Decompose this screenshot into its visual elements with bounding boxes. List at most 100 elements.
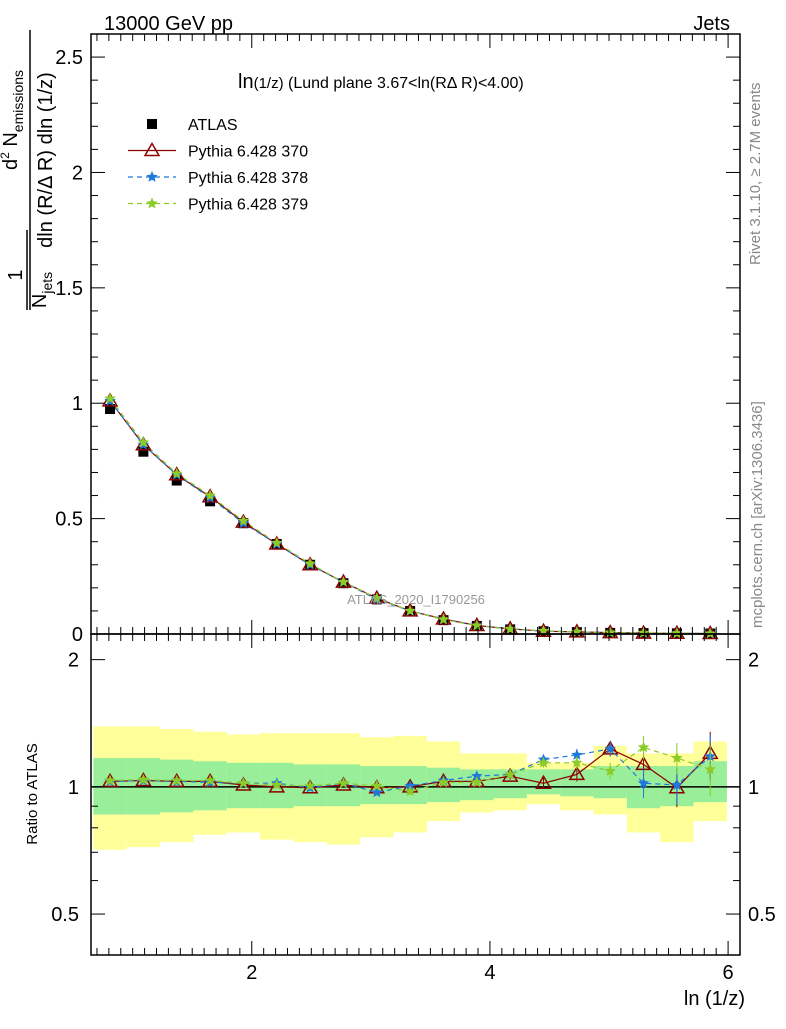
- atlas-point: [105, 404, 116, 414]
- series-point-main: [235, 513, 252, 528]
- ratio-y-tick-label-right: 2: [748, 650, 759, 672]
- series-point-ratio: [171, 774, 183, 786]
- ratio-y-tick-label-right: 0.5: [748, 904, 776, 926]
- series-point-ratio: [535, 774, 552, 789]
- series-point-main: [504, 623, 516, 634]
- plot-title-main: ln: [238, 71, 254, 93]
- series-point-main: [137, 436, 150, 448]
- series-point-ratio: [337, 777, 350, 789]
- series-point-ratio: [304, 779, 316, 791]
- main-y-tick-label: 0.5: [55, 509, 83, 531]
- plot-title-sub: (1/z): [254, 75, 284, 92]
- plot-title: ln(1/z) (Lund plane 3.67<ln(RΔ R)<4.00): [238, 71, 524, 93]
- series-point-ratio: [371, 786, 383, 798]
- series-point-ratio: [571, 748, 583, 760]
- legend-marker: [143, 142, 161, 157]
- series-point-ratio: [268, 778, 286, 793]
- ylabel-emissions: emissions: [10, 70, 26, 132]
- ratio-y-tick-label-right: 1: [748, 777, 759, 799]
- series-point-main: [304, 557, 316, 569]
- series-point-main: [104, 392, 116, 404]
- legend-label: Pythia 6.428 378: [188, 170, 308, 187]
- ratio-series-layer: [91, 731, 740, 808]
- x-tick-label: 4: [484, 962, 495, 984]
- series-point-ratio: [504, 768, 516, 780]
- side-label-rivet: Rivet 3.1.10, ≥ 2.7M events: [747, 83, 764, 266]
- series-point-main: [204, 489, 216, 501]
- series-point-ratio: [537, 756, 550, 768]
- series-point-main: [337, 576, 350, 587]
- ylabel-sq: 2: [0, 152, 12, 159]
- ylabel-frac2-den: dln (R/Δ R) dln (1/z): [35, 72, 57, 248]
- header-left: 13000 GeV pp: [104, 13, 233, 35]
- ylabel-frac2-num: d2 Nemissions: [0, 70, 26, 170]
- series-point-main: [271, 536, 283, 548]
- series-point-main: [704, 627, 716, 639]
- series-point-ratio: [604, 742, 616, 754]
- series-point-ratio: [437, 776, 450, 788]
- series-point-ratio: [137, 773, 150, 785]
- axes-layer: [90, 33, 741, 956]
- ylabel-d: d: [0, 159, 22, 170]
- series-point-main: [201, 488, 219, 503]
- series-point-ratio: [235, 776, 252, 791]
- series-point-ratio: [671, 752, 683, 763]
- legend-label: Pythia 6.428 379: [188, 197, 308, 214]
- series-point-main: [237, 514, 250, 526]
- series-point-ratio: [237, 777, 250, 789]
- series-point-ratio: [637, 741, 650, 753]
- series-point-ratio: [568, 765, 586, 781]
- plot-title-rest: (Lund plane 3.67<ln(RΔ R)<4.00): [284, 75, 524, 92]
- series-point-ratio: [404, 785, 416, 797]
- series-point-main: [537, 625, 550, 636]
- series-point-main: [371, 592, 383, 604]
- series-point-ratio: [271, 779, 283, 790]
- legend: ATLAS Pythia 6.428 370 Pythia 6.428 378 Pyt…: [128, 117, 308, 214]
- y-axis-label-ratio: Ratio to ATLAS: [24, 743, 41, 844]
- series-point-main: [471, 619, 483, 631]
- series-point-ratio: [471, 770, 483, 781]
- series-point-main: [637, 626, 650, 638]
- atlas-point: [171, 475, 182, 486]
- legend-label: Pythia 6.428 370: [188, 144, 308, 161]
- series-point-ratio: [404, 779, 416, 791]
- series-point-ratio: [104, 774, 116, 786]
- legend-marker: [146, 171, 158, 182]
- legend-marker: [147, 119, 157, 129]
- watermark: ATLAS_2020_I1790256: [347, 592, 485, 607]
- main-y-tick-label: 2: [72, 162, 83, 184]
- x-axis-label: ln (1/z): [684, 988, 745, 1010]
- ylabel-frac1-num: 1: [5, 269, 27, 280]
- series-point-ratio: [704, 763, 716, 775]
- main-series-layer: [101, 392, 719, 640]
- series-point-ratio: [371, 779, 383, 791]
- series-point-main: [437, 613, 450, 625]
- series-point-ratio: [637, 777, 650, 789]
- series-point-ratio: [204, 774, 216, 786]
- series-point-ratio: [571, 756, 583, 768]
- ratio-y-tick-label: 0.5: [51, 904, 79, 926]
- main-y-tick-label: 1.5: [55, 278, 83, 300]
- series-point-ratio: [671, 779, 683, 790]
- legend-marker: [146, 197, 158, 209]
- side-label-mcplots: mcplots.cern.ch [arXiv:1306.3436]: [749, 401, 766, 628]
- ratio-y-tick-label: 2: [68, 650, 79, 672]
- series-point-main: [671, 627, 683, 639]
- ylabel-frac1-den: Njets: [29, 272, 55, 308]
- series-point-main: [604, 626, 616, 638]
- series-point-ratio: [471, 776, 483, 788]
- tick-labels-layer: 0 0.5 1 1.5 2 2.5 0.5 0.5 1 1 2 2 2 4 6: [51, 47, 776, 984]
- main-y-tick-label: 0: [72, 624, 83, 646]
- y-axis-label-main: 1 Njets d2 Nemissions dln (R/Δ R) dln (1…: [0, 30, 57, 310]
- header-right: Jets: [693, 13, 730, 35]
- atlas-point: [138, 446, 149, 457]
- main-y-tick-label: 2.5: [55, 47, 83, 69]
- ylabel-frac1-den-sub: jets: [39, 272, 55, 295]
- legend-label: ATLAS: [188, 117, 238, 134]
- series-point-main: [404, 604, 416, 616]
- series-point-main: [171, 467, 183, 479]
- ratio-frame: [90, 633, 741, 956]
- main-y-tick-label: 1: [72, 393, 83, 415]
- ylabel-frac1-den-n: N: [29, 294, 51, 308]
